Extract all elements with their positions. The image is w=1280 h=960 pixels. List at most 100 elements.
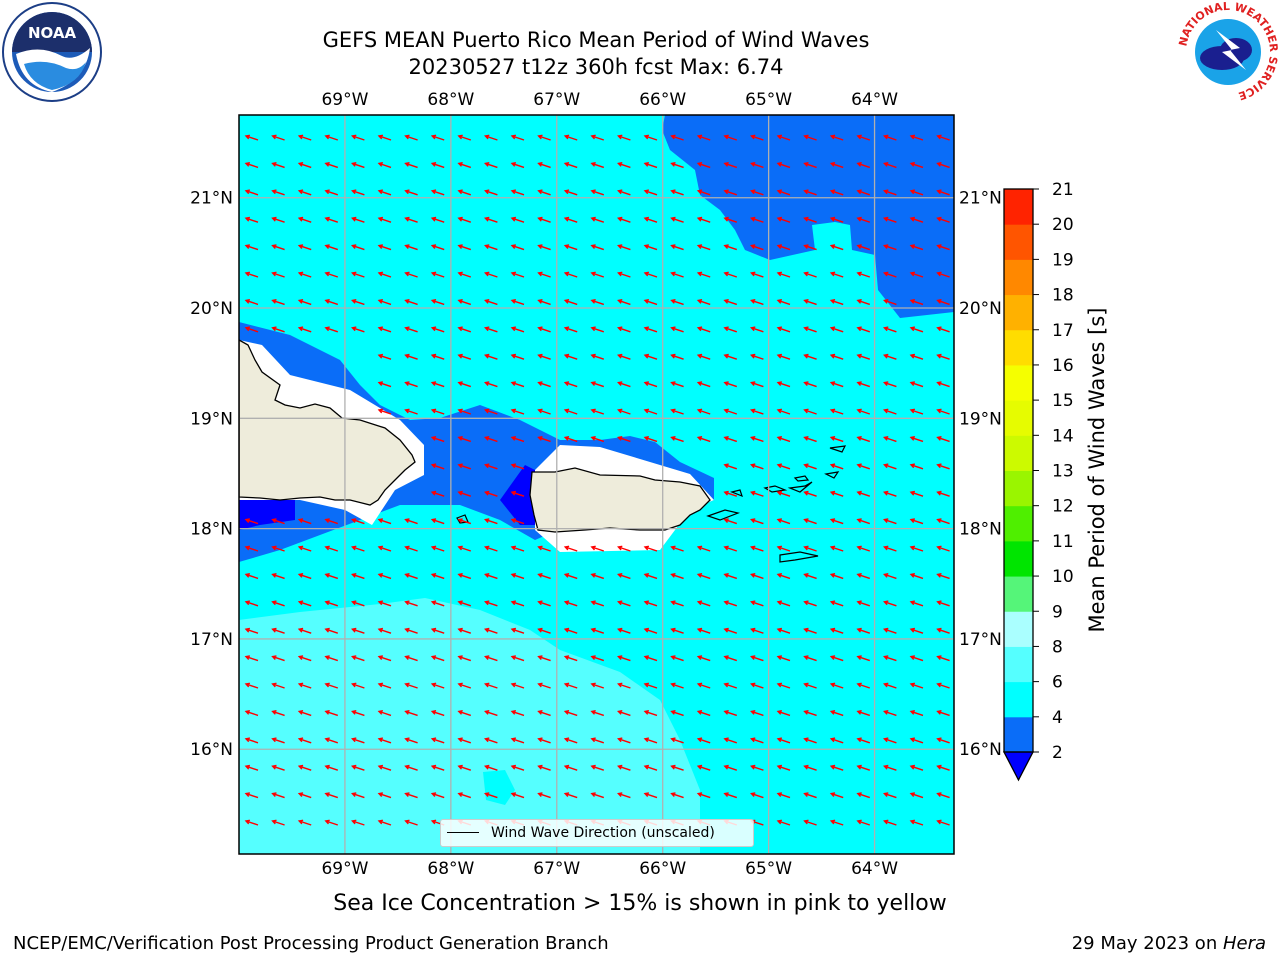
latitude-label: 19°N: [959, 409, 1002, 429]
wind-wave-arrow: [537, 655, 551, 662]
wind-wave-arrow: [670, 600, 684, 607]
colorbar-segment: [1004, 294, 1033, 331]
wind-wave-arrow: [883, 299, 897, 306]
wind-wave-arrow: [776, 134, 791, 141]
wind-wave-arrow: [404, 627, 418, 634]
longitude-labels-bottom: 69°W 68°W 67°W 66°W 65°W 64°W: [321, 859, 898, 879]
wind-wave-arrow: [457, 600, 472, 607]
wind-wave-arrow: [829, 655, 844, 662]
wind-wave-arrow: [883, 326, 897, 333]
wind-wave-arrow: [670, 134, 684, 141]
wind-wave-arrow: [324, 216, 339, 223]
wind-wave-arrow: [883, 271, 897, 278]
wind-wave-arrow: [909, 134, 924, 141]
wind-wave-arrow: [537, 353, 551, 360]
wind-wave-arrow: [776, 518, 791, 525]
wind-wave-arrow: [537, 627, 551, 634]
wind-wave-arrow: [829, 463, 844, 470]
wind-wave-arrow: [643, 381, 658, 388]
wind-wave-arrow: [324, 627, 339, 634]
wind-wave-arrow: [936, 408, 950, 415]
wind-wave-arrow: [590, 436, 605, 443]
wind-wave-arrow: [803, 162, 817, 169]
wind-wave-arrow: [696, 353, 711, 360]
wind-wave-arrow: [696, 216, 711, 223]
wind-wave-arrow: [829, 134, 844, 141]
wind-wave-arrow: [563, 381, 578, 388]
wind-wave-arrow: [324, 299, 339, 306]
wind-wave-arrow: [430, 573, 445, 580]
wind-wave-arrow: [510, 710, 525, 717]
wind-wave-arrow: [457, 518, 472, 525]
wind-wave-arrow: [909, 737, 924, 744]
wind-wave-arrow: [803, 216, 817, 223]
wind-wave-arrow: [883, 189, 897, 196]
wind-wave-arrow: [484, 682, 498, 689]
wind-wave-arrow: [510, 189, 525, 196]
wind-wave-arrow: [696, 655, 711, 662]
wind-wave-arrow: [537, 408, 551, 415]
wind-wave-arrow: [404, 737, 418, 744]
wind-wave-arrow: [457, 710, 472, 717]
wind-wave-arrow: [803, 189, 817, 196]
wind-wave-arrow: [617, 655, 631, 662]
wind-wave-arrow: [617, 134, 631, 141]
longitude-label: 69°W: [321, 859, 368, 879]
wind-wave-arrow: [324, 710, 339, 717]
wind-wave-arrow: [670, 189, 684, 196]
colorbar-tick-label: 11: [1052, 532, 1074, 552]
wind-wave-arrow: [510, 436, 525, 443]
wind-wave-arrow: [856, 490, 871, 497]
wind-wave-arrow: [484, 244, 498, 251]
longitude-label: 64°W: [851, 90, 898, 110]
wind-wave-arrow: [297, 545, 312, 552]
wind-wave-arrow: [909, 518, 924, 525]
longitude-label: 64°W: [851, 859, 898, 879]
longitude-label: 68°W: [427, 90, 474, 110]
latitude-labels-left: 21°N 20°N 19°N 18°N 17°N 16°N: [190, 189, 233, 760]
legend-line-swatch: [447, 832, 479, 833]
wind-wave-arrow: [883, 518, 897, 525]
wind-wave-arrow: [377, 710, 392, 717]
wind-wave-arrow: [351, 545, 365, 552]
wind-wave-arrow: [856, 463, 871, 470]
wind-wave-arrow: [590, 682, 605, 689]
wind-wave-arrow: [244, 573, 259, 580]
wind-wave-arrow: [563, 326, 578, 333]
noaa-logo-icon: NOAA: [2, 2, 102, 102]
wind-wave-arrow: [883, 737, 897, 744]
wind-wave-arrow: [563, 189, 578, 196]
wind-wave-arrow: [537, 381, 551, 388]
wind-wave-arrow: [484, 655, 498, 662]
wind-wave-arrow: [271, 518, 285, 525]
wind-wave-arrow: [696, 189, 711, 196]
wind-wave-arrow: [617, 299, 631, 306]
wind-wave-arrow: [457, 353, 472, 360]
wind-wave-arrow: [430, 216, 445, 223]
wind-wave-arrow: [696, 299, 711, 306]
wind-wave-arrow: [803, 710, 817, 717]
wind-wave-arrow: [510, 600, 525, 607]
wind-wave-arrow: [590, 627, 605, 634]
wind-wave-arrow: [510, 463, 525, 470]
noaa-logo-text: NOAA: [28, 24, 77, 42]
wind-wave-arrow: [244, 655, 259, 662]
wind-wave-arrow: [430, 682, 445, 689]
colorbar-segment: [1004, 400, 1033, 436]
wind-wave-arrow: [244, 819, 259, 826]
wind-wave-arrow: [430, 600, 445, 607]
wind-wave-arrow: [271, 600, 285, 607]
wind-wave-arrow: [829, 819, 844, 826]
wind-wave-arrow: [750, 600, 764, 607]
wind-wave-arrow: [297, 189, 312, 196]
colorbar-segment: [1004, 646, 1033, 683]
wind-wave-arrow: [484, 216, 498, 223]
wind-wave-arrow: [909, 189, 924, 196]
wind-wave-arrow: [803, 244, 817, 251]
wind-wave-arrow: [563, 244, 578, 251]
wind-wave-arrow: [510, 134, 525, 141]
wind-wave-arrow: [510, 627, 525, 634]
wind-wave-arrow: [617, 436, 631, 443]
wind-wave-arrow: [244, 216, 259, 223]
wind-wave-arrow: [776, 353, 791, 360]
